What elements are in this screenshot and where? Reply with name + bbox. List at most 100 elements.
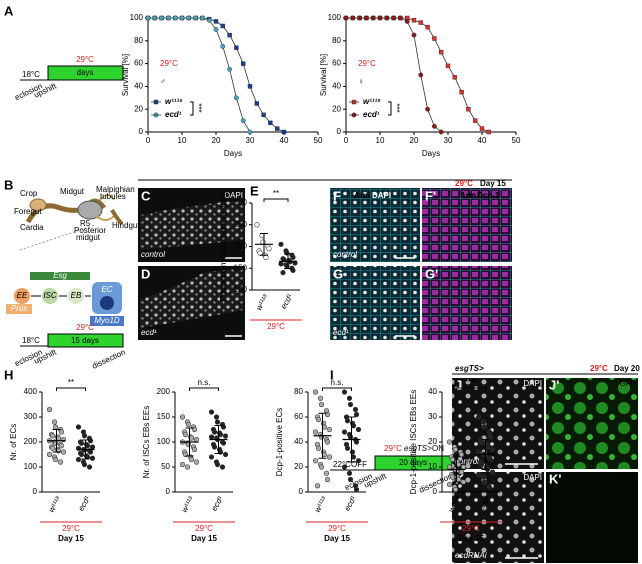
label: ON (432, 444, 444, 453)
label: 22°C (333, 460, 351, 469)
x-axis-label: Days (422, 149, 440, 158)
error-cap (185, 427, 194, 457)
y-tick-label: 60 (294, 412, 303, 421)
marker (206, 17, 212, 23)
dot (188, 456, 195, 463)
dot (344, 445, 351, 451)
label: esgTS> (455, 364, 484, 373)
y-tick-label: 100 (157, 437, 171, 446)
dot (341, 429, 348, 435)
label: K' (549, 471, 561, 486)
x-tick-label: ecd¹ (209, 494, 225, 512)
label: 18°C (22, 70, 40, 79)
gut-image (140, 200, 244, 250)
y-tick-label: 40 (294, 437, 303, 446)
x-tick-label: 50 (314, 136, 323, 145)
marker (152, 15, 158, 21)
survival-line (148, 17, 251, 133)
y-tick-label: 20 (134, 104, 143, 113)
micrograph (546, 378, 638, 469)
y-tick-label: 200 (234, 242, 248, 251)
marker (233, 95, 239, 101)
label: Cardia (20, 223, 44, 232)
dot (46, 406, 53, 413)
eb-cell (68, 288, 84, 304)
y-axis-label: Posterior midgut diameter [µm] (219, 192, 228, 302)
marker (473, 118, 478, 123)
marker (411, 18, 417, 23)
dot (355, 426, 362, 433)
dot (486, 429, 493, 435)
marker (466, 106, 471, 112)
dot (315, 445, 322, 451)
y-tick-label: 80 (332, 36, 341, 45)
label: ecd¹ (333, 328, 349, 337)
dot (323, 470, 330, 476)
x-tick-label: 20 (410, 136, 419, 145)
marker (240, 118, 246, 124)
marker (234, 45, 239, 50)
label: days (77, 68, 94, 77)
dot (81, 461, 88, 468)
marker (186, 15, 192, 21)
marker (425, 106, 430, 112)
dot (449, 474, 456, 480)
y-tick-label: 200 (157, 387, 171, 396)
y-tick-label: 300 (24, 412, 38, 421)
label: F (333, 188, 341, 203)
marker (459, 89, 464, 95)
scale-bar (225, 257, 415, 337)
dot (458, 469, 465, 475)
marker (391, 15, 396, 21)
y-tick-label: 20 (332, 104, 341, 113)
micrograph (452, 378, 544, 469)
legend-label: ecd¹ (363, 110, 380, 119)
error-cap (318, 412, 327, 459)
y-tick-label: 300 (234, 198, 248, 207)
annotation: ♀ (358, 77, 364, 86)
dot (481, 424, 488, 430)
dot (318, 464, 325, 470)
marker (179, 15, 185, 21)
sig-bracket (189, 387, 219, 391)
marker (363, 15, 369, 21)
dot (326, 426, 333, 433)
gut-image (140, 268, 244, 328)
label: 29°C (76, 323, 94, 332)
marker (213, 26, 219, 32)
y-tick-label: 20 (294, 462, 303, 471)
condition-temp: 29°C (267, 322, 285, 331)
dot (46, 451, 53, 458)
y-tick-label: 100 (24, 462, 38, 471)
dot (87, 438, 94, 444)
error-cap (260, 232, 268, 256)
marker (479, 126, 485, 131)
timeline-bar (47, 333, 124, 348)
label: D (141, 266, 150, 281)
x-tick-label: 20 (212, 136, 221, 145)
label: Pros (11, 304, 27, 313)
marker (159, 15, 165, 21)
marker (350, 15, 356, 21)
y-axis-label: Dcp-1-positive ISCs EBs EEs (409, 390, 418, 494)
dot (312, 389, 319, 395)
dot (478, 439, 485, 445)
label: Crop (20, 189, 38, 198)
dot (214, 461, 221, 468)
label: Arm (354, 191, 370, 200)
label: Posterior (74, 226, 106, 235)
legend-label: w¹¹¹⁸ (165, 97, 183, 106)
label: I (330, 367, 334, 382)
y-tick-label: 40 (428, 387, 437, 396)
condition-temp: 29°C (195, 524, 213, 533)
dot (278, 241, 284, 247)
y-tick-label: 30 (428, 412, 437, 421)
dot (208, 454, 215, 460)
dot (460, 464, 467, 470)
zoom-line (19, 224, 96, 251)
sig-bracket (190, 101, 194, 116)
label: DAPI (224, 191, 243, 200)
y-tick-label: 0 (337, 127, 342, 136)
micrograph (452, 472, 544, 563)
marker (418, 20, 423, 25)
